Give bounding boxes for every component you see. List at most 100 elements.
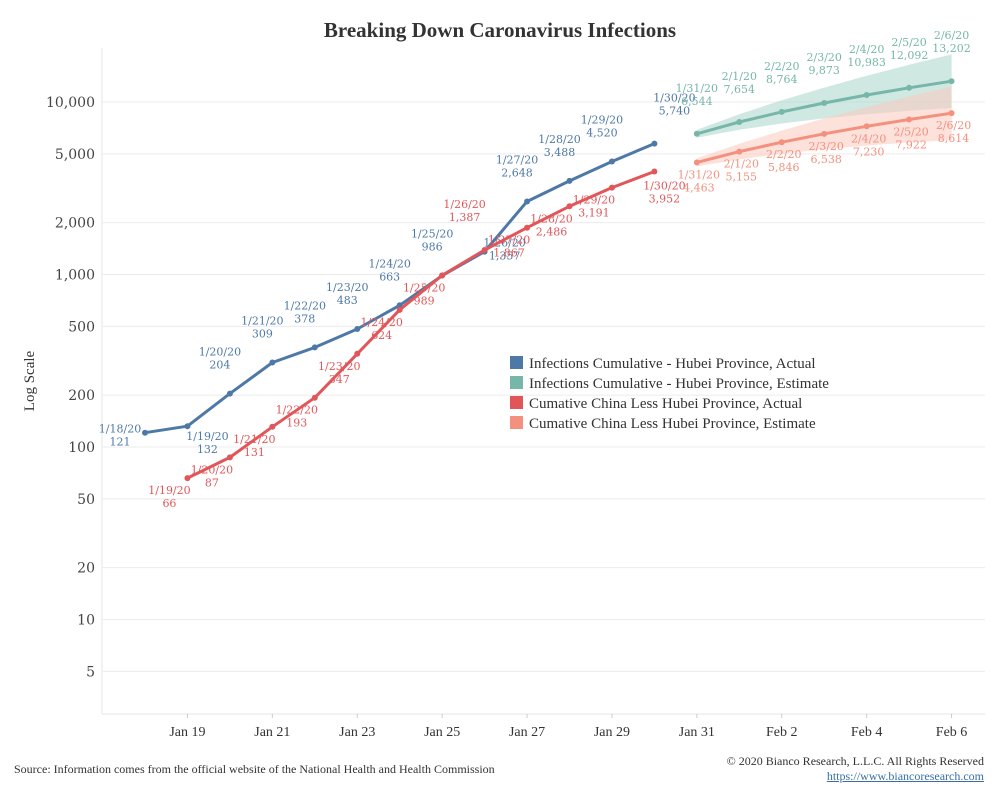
- data-date-label: 1/29/20: [581, 113, 623, 126]
- legend-swatch: [510, 356, 523, 369]
- data-point: [736, 148, 743, 155]
- y-tick-label: 5: [86, 664, 95, 680]
- copyright-text: © 2020 Bianco Research, L.L.C. All Right…: [726, 754, 984, 768]
- data-value-label: 8,614: [938, 132, 970, 145]
- data-point: [481, 246, 488, 253]
- data-point: [226, 390, 233, 397]
- data-point: [566, 203, 573, 210]
- data-date-label: 1/19/20: [148, 484, 190, 497]
- data-point: [906, 116, 913, 123]
- data-date-label: 1/23/20: [318, 360, 360, 373]
- data-value-label: 12,092: [890, 49, 929, 62]
- data-value-label: 1,387: [449, 211, 481, 224]
- data-point: [863, 91, 870, 98]
- data-value-label: 193: [286, 417, 307, 430]
- data-date-label: 1/27/20: [496, 154, 538, 167]
- data-date-label: 1/28/20: [538, 133, 580, 146]
- data-date-label: 2/5/20: [893, 125, 928, 138]
- data-value-label: 66: [162, 497, 176, 510]
- data-date-label: 2/6/20: [934, 29, 969, 42]
- data-point: [226, 454, 233, 461]
- legend-label: Infections Cumulative - Hubei Province, …: [529, 376, 829, 392]
- data-point: [651, 140, 658, 147]
- series-2: 1/19/20661/20/20871/21/201311/22/201931/…: [148, 168, 686, 510]
- data-date-label: 1/23/20: [326, 281, 368, 294]
- data-point: [906, 84, 913, 91]
- website-link[interactable]: https://www.biancoresearch.com: [826, 769, 984, 783]
- y-tick-label: 50: [77, 492, 95, 508]
- data-value-label: 989: [414, 294, 435, 307]
- data-date-label: 1/24/20: [360, 316, 402, 329]
- data-value-label: 483: [337, 294, 358, 307]
- data-value-label: 4,520: [586, 126, 618, 139]
- data-date-label: 1/21/20: [233, 433, 275, 446]
- x-tick-label: Jan 21: [254, 725, 290, 740]
- data-point: [608, 158, 615, 165]
- x-tick-label: Jan 27: [509, 725, 545, 740]
- data-date-label: 1/24/20: [368, 257, 410, 270]
- data-date-label: 2/3/20: [806, 51, 841, 64]
- y-tick-label: 5,000: [55, 147, 95, 163]
- data-value-label: 204: [209, 359, 230, 372]
- data-date-label: 1/20/20: [199, 346, 241, 359]
- data-point: [736, 119, 743, 126]
- data-point: [184, 475, 191, 482]
- data-date-label: 1/22/20: [276, 404, 318, 417]
- data-point: [693, 159, 700, 166]
- y-tick-label: 100: [68, 440, 95, 456]
- data-value-label: 6,538: [810, 153, 842, 166]
- data-point: [269, 423, 276, 430]
- data-value-label: 7,230: [853, 145, 885, 158]
- data-value-label: 309: [252, 327, 273, 340]
- data-value-label: 13,202: [932, 42, 971, 55]
- data-value-label: 131: [244, 446, 265, 459]
- data-date-label: 2/5/20: [891, 36, 926, 49]
- data-date-label: 1/25/20: [403, 281, 445, 294]
- data-point: [354, 350, 361, 357]
- data-value-label: 624: [371, 329, 392, 342]
- data-value-label: 5,846: [768, 161, 800, 174]
- source-note: Source: Information comes from the offic…: [14, 762, 495, 776]
- data-value-label: 1,867: [493, 247, 525, 260]
- data-point: [311, 344, 318, 351]
- data-date-label: 1/22/20: [284, 299, 326, 312]
- y-tick-label: 200: [68, 388, 95, 404]
- data-point: [354, 326, 361, 333]
- data-date-label: 1/20/20: [191, 463, 233, 476]
- data-point: [269, 359, 276, 366]
- data-value-label: 8,764: [766, 73, 798, 86]
- legend-label: Cumative China Less Hubei Province, Esti…: [529, 416, 816, 432]
- data-point: [608, 184, 615, 191]
- data-point: [821, 130, 828, 137]
- data-value-label: 6,544: [681, 95, 713, 108]
- data-value-label: 1,357: [489, 250, 521, 263]
- data-date-label: 1/29/20: [573, 194, 615, 207]
- data-value-label: 10,983: [847, 56, 886, 69]
- data-point: [524, 198, 531, 205]
- data-value-label: 347: [329, 373, 350, 386]
- y-tick-label: 500: [68, 319, 95, 335]
- data-point: [311, 394, 318, 401]
- x-tick-label: Feb 2: [766, 725, 798, 740]
- data-value-label: 132: [197, 443, 218, 456]
- series-1: 1/31/206,544 2/1/207,654 2/2/208,764 2/3/20…: [676, 29, 971, 137]
- y-tick-label: 10,000: [46, 95, 95, 111]
- data-date-label: 2/1/20: [722, 70, 757, 83]
- data-point: [524, 224, 531, 231]
- data-point: [396, 306, 403, 313]
- data-date-label: 1/21/20: [241, 314, 283, 327]
- data-value-label: 3,191: [578, 207, 610, 220]
- legend-swatch: [510, 396, 523, 409]
- data-point: [778, 108, 785, 115]
- legend: Infections Cumulative - Hubei Province, …: [510, 356, 829, 432]
- data-value-label: 7,654: [724, 83, 756, 96]
- data-value-label: 986: [422, 241, 443, 254]
- data-date-label: 2/3/20: [808, 140, 843, 153]
- series-3: 1/31/204,463 2/1/205,155 2/2/205,846 2/3/20…: [678, 110, 971, 194]
- x-tick-label: Feb 4: [851, 725, 883, 740]
- data-date-label: 1/26/20: [443, 198, 485, 211]
- data-value-label: 4,463: [683, 181, 715, 194]
- data-value-label: 5,740: [659, 105, 691, 118]
